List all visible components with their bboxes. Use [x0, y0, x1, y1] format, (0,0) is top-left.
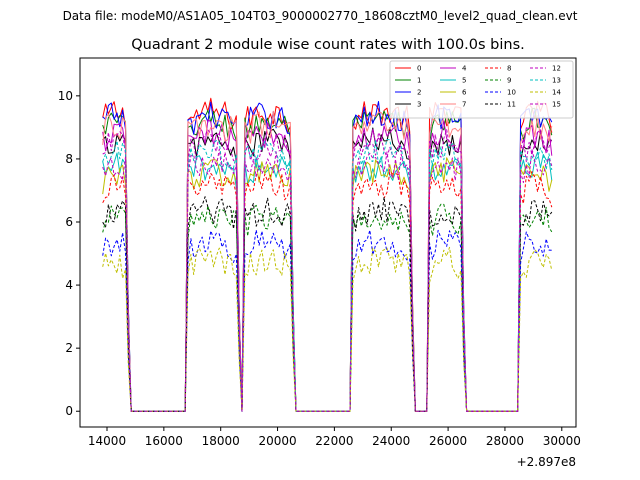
x-tick-label: 30000 [543, 434, 581, 448]
x-axis: 14000 16000 18000 20000 22000 24000 26000 28000… [88, 427, 581, 448]
legend-label-8: 8 [507, 65, 511, 73]
legend-label-15: 15 [552, 101, 561, 109]
legend-label-9: 9 [507, 77, 511, 85]
x-offset-label: +2.897e8 [517, 455, 576, 469]
legend-label-1: 1 [417, 77, 421, 85]
figure-suptitle: Data file: modeM0/AS1A05_104T03_90000027… [63, 9, 578, 23]
y-axis: 0 2 4 6 8 10 [58, 89, 80, 418]
plot-area: 14000 16000 18000 20000 22000 24000 26000 28000… [58, 57, 581, 469]
y-tick-label: 10 [58, 89, 73, 103]
legend-label-6: 6 [462, 89, 467, 97]
x-tick-label: 16000 [145, 434, 183, 448]
chart-title: Quadrant 2 module wise count rates with … [131, 37, 525, 53]
y-tick-label: 2 [65, 341, 73, 355]
legend-label-11: 11 [507, 101, 516, 109]
y-tick-label: 8 [65, 152, 73, 166]
axes-frame [79, 57, 577, 428]
x-tick-label: 18000 [202, 434, 240, 448]
legend-label-7: 7 [462, 101, 466, 109]
legend-label-0: 0 [417, 65, 421, 73]
legend-label-5: 5 [462, 77, 466, 85]
x-tick-label: 26000 [429, 434, 467, 448]
series-line-15 [102, 148, 553, 412]
legend-label-4: 4 [462, 65, 467, 73]
y-tick-label: 6 [65, 215, 73, 229]
legend-label-12: 12 [552, 65, 561, 73]
legend-label-14: 14 [552, 89, 561, 97]
x-tick-label: 24000 [372, 434, 410, 448]
series-layer [102, 97, 553, 412]
x-tick-label: 20000 [258, 434, 296, 448]
series-line-14 [102, 246, 553, 412]
y-tick-label: 4 [65, 278, 73, 292]
x-tick-label: 22000 [315, 434, 353, 448]
legend-label-10: 10 [507, 89, 516, 97]
legend-label-3: 3 [417, 101, 421, 109]
x-tick-label: 28000 [486, 434, 524, 448]
x-tick-label: 14000 [88, 434, 126, 448]
legend-frame [389, 60, 574, 119]
legend-label-13: 13 [552, 77, 561, 85]
legend-label-2: 2 [417, 89, 421, 97]
y-tick-label: 0 [65, 404, 73, 418]
